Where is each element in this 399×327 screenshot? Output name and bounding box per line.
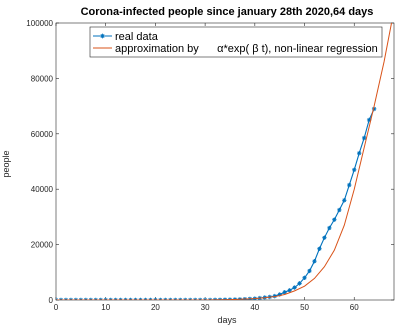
x-tick-label: 40 bbox=[250, 303, 259, 312]
x-tick-label: 0 bbox=[54, 303, 59, 312]
data-point bbox=[312, 259, 317, 264]
data-point bbox=[361, 135, 367, 141]
data-point bbox=[307, 268, 312, 274]
data-point bbox=[317, 246, 322, 251]
y-tick-label: 40000 bbox=[31, 185, 54, 194]
y-tick-label: 100000 bbox=[26, 19, 53, 28]
x-tick-label: 50 bbox=[300, 303, 309, 312]
data-point bbox=[357, 150, 362, 156]
data-point bbox=[327, 225, 332, 231]
y-tick-label: 20000 bbox=[31, 241, 54, 250]
series-line bbox=[56, 108, 375, 300]
x-tick-label: 60 bbox=[350, 303, 359, 312]
x-tick-label: 20 bbox=[151, 303, 160, 312]
series-approximation bbox=[56, 23, 393, 300]
data-point bbox=[322, 235, 327, 240]
legend-marker bbox=[100, 33, 105, 39]
legend-box bbox=[89, 26, 383, 58]
data-point bbox=[292, 285, 297, 290]
plot-frame bbox=[55, 22, 395, 301]
data-point bbox=[332, 217, 337, 222]
y-axis-label: people bbox=[1, 150, 11, 177]
plot-area: 0 10 20 30 40 50 60 0 20000 40000 60000 80000 100000… bbox=[26, 19, 395, 312]
x-tick-label: 30 bbox=[201, 303, 210, 312]
y-tick-label: 0 bbox=[49, 296, 54, 305]
data-point bbox=[337, 207, 342, 213]
x-tick-label: 10 bbox=[101, 303, 110, 312]
data-point bbox=[302, 275, 307, 281]
data-point bbox=[366, 117, 372, 123]
data-point bbox=[277, 292, 282, 297]
data-point bbox=[272, 293, 277, 299]
x-axis-label: days bbox=[217, 315, 237, 325]
data-point bbox=[297, 281, 302, 286]
y-tick-label: 60000 bbox=[31, 130, 54, 139]
data-point bbox=[347, 182, 352, 188]
series-real-data bbox=[56, 106, 377, 300]
data-point bbox=[352, 167, 357, 173]
data-point bbox=[342, 198, 347, 203]
data-point bbox=[282, 290, 287, 295]
chart-title: Corona-infected people since january 28t… bbox=[81, 6, 374, 18]
y-tick-label: 80000 bbox=[31, 74, 54, 83]
data-point bbox=[371, 106, 377, 112]
legend-label: real data bbox=[115, 31, 159, 43]
data-point bbox=[287, 288, 292, 293]
legend-label: approximation by α*exp( β t), non-linear… bbox=[115, 43, 378, 55]
series-line bbox=[56, 23, 393, 300]
